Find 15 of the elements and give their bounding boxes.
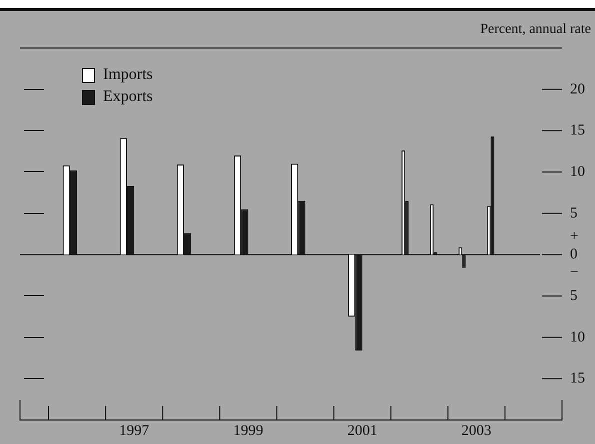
y-tick-label: 5 [570,288,578,304]
y-tick-label: 20 [570,81,585,98]
x-tick-label: 1997 [119,422,150,439]
y-tick-label: + 0 − [570,228,578,281]
x-tick-label: 2001 [347,422,378,439]
y-axis-title: Percent, annual rate [480,22,591,38]
y-tick-label: 5 [570,205,578,222]
legend-label: Exports [103,87,153,107]
y-tick-label: 10 [570,329,585,346]
y-tick-label: 10 [570,164,585,180]
x-tick-label: 1999 [233,422,264,439]
x-tick-label: 2003 [461,422,492,439]
y-tick-label: 15 [570,122,585,139]
legend-label: Imports [103,65,153,85]
y-tick-label: 15 [570,370,585,387]
